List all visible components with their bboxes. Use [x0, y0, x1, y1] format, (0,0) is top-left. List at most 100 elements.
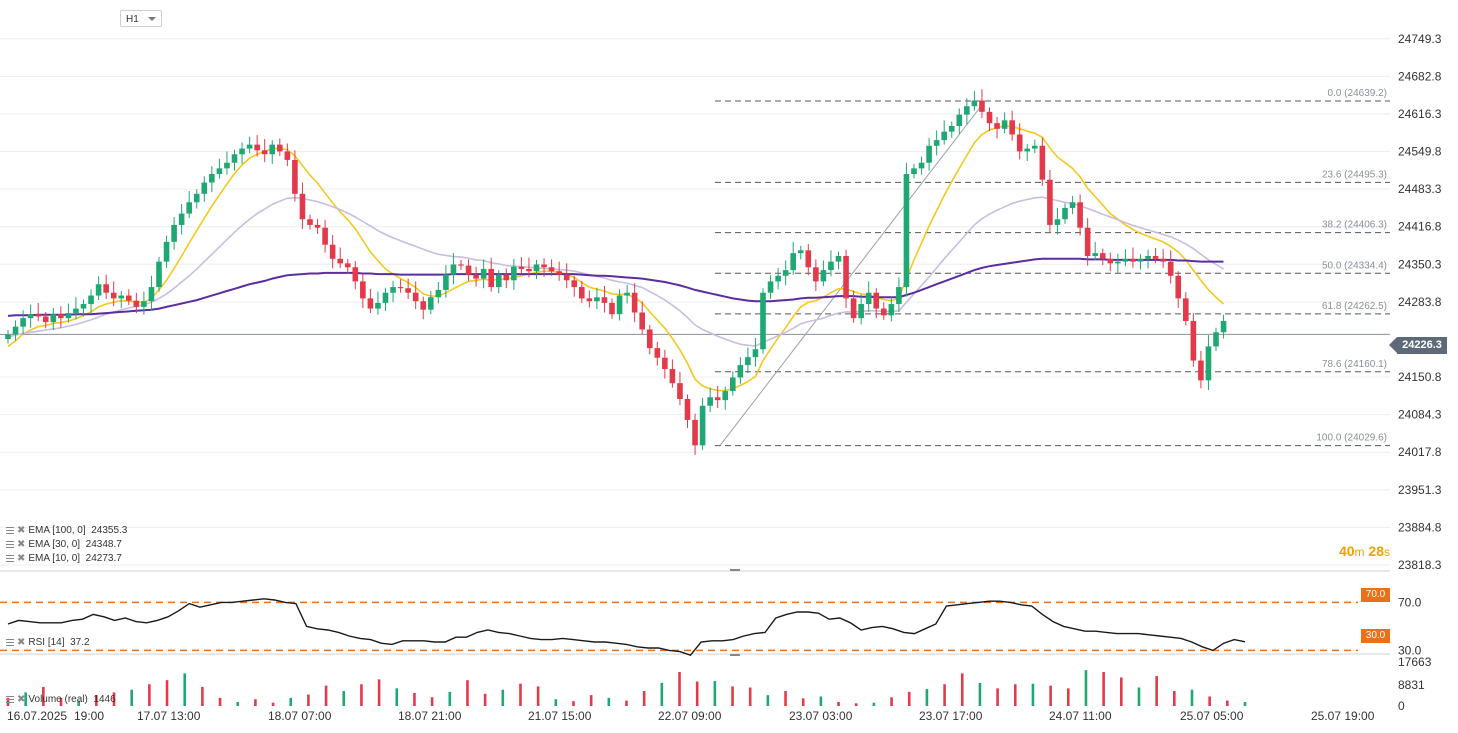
volume-bar: [413, 692, 416, 706]
candle: [948, 121, 955, 138]
volume-bar: [943, 684, 946, 706]
volume-bar: [589, 695, 593, 706]
rsi-line: [7, 598, 1246, 657]
volume-bar: [430, 697, 434, 706]
volume-bar: [837, 701, 840, 706]
candle: [828, 250, 834, 277]
candle: [299, 182, 306, 229]
legend-ema10[interactable]: ✖ EMA [10, 0] 24273.7: [6, 553, 122, 564]
close-icon[interactable]: ✖: [17, 694, 26, 705]
volume-bar: [1102, 672, 1105, 706]
candle: [382, 288, 389, 311]
candle: [646, 324, 653, 355]
volume-bar: [625, 700, 628, 706]
timeframe-select[interactable]: H1: [120, 10, 162, 27]
candle: [835, 251, 842, 270]
candle: [571, 275, 578, 297]
volume-bar: [254, 699, 257, 706]
candle: [118, 291, 125, 308]
settings-icon[interactable]: [6, 695, 14, 703]
close-icon[interactable]: ✖: [17, 525, 26, 536]
candle: [624, 284, 630, 304]
volume-bar: [642, 691, 646, 706]
time-tick-label: 25.07 05:00: [1180, 709, 1244, 723]
candle: [865, 281, 872, 312]
panel-resize-handle[interactable]: [730, 569, 740, 571]
volume-bar: [342, 691, 346, 706]
ema30-value: 24348.7: [85, 539, 122, 550]
time-tick-label: 16.07.2025: [7, 709, 67, 723]
candle: [843, 249, 849, 308]
volume-bar: [236, 701, 240, 706]
candle: [609, 298, 615, 319]
volume-bar: [996, 688, 999, 706]
time-tick-label: 23.07 03:00: [789, 709, 853, 723]
candle: [261, 138, 268, 163]
volume-bar: [448, 691, 452, 706]
candle: [1152, 248, 1159, 264]
candle: [201, 176, 208, 202]
candle: [156, 257, 162, 292]
legend-ema30[interactable]: ✖ EMA [30, 0] 24348.7: [6, 539, 122, 550]
candle: [533, 259, 540, 280]
candle: [450, 253, 457, 285]
time-tick-label: 23.07 17:00: [919, 709, 983, 723]
volume-bar: [731, 686, 734, 706]
volume-bar: [95, 695, 98, 706]
candlesticks: [5, 89, 1227, 455]
candle: [495, 270, 502, 294]
legend-rsi[interactable]: ✖ RSI [14] 37.2: [6, 637, 90, 648]
rsi-axis-label: 70.0: [1398, 595, 1422, 609]
volume-bar: [1226, 700, 1229, 706]
candle: [654, 341, 661, 366]
ema100-value: 24355.3: [91, 525, 128, 536]
candle: [5, 330, 11, 344]
candle: [745, 347, 751, 373]
candle: [896, 277, 902, 312]
candle: [1198, 350, 1204, 389]
legend-volume[interactable]: ✖ Volume (real) 1446: [6, 694, 116, 705]
close-icon[interactable]: ✖: [17, 553, 26, 564]
candle: [1205, 335, 1212, 390]
time-tick-label: 18.07 07:00: [268, 709, 332, 723]
countdown-seconds: 28: [1368, 543, 1384, 559]
volume-bar: [1120, 677, 1123, 706]
candle: [465, 259, 472, 281]
volume-bar: [1031, 683, 1035, 706]
price-tick-label: 23951.3: [1398, 483, 1442, 497]
volume-bar: [1190, 689, 1194, 706]
candle: [881, 302, 887, 320]
candle: [352, 261, 359, 290]
close-icon[interactable]: ✖: [17, 539, 26, 550]
fib-level-label: 0.0 (24639.2): [1328, 88, 1388, 99]
settings-icon[interactable]: [6, 554, 14, 562]
close-icon[interactable]: ✖: [17, 637, 26, 648]
settings-icon[interactable]: [6, 526, 14, 534]
rsi-label: RSI [14]: [28, 637, 65, 648]
candle: [760, 288, 766, 354]
candle: [148, 275, 155, 311]
volume-bar: [854, 703, 858, 706]
candle: [254, 135, 260, 157]
volume-bar: [1049, 685, 1052, 706]
candle: [1137, 254, 1144, 270]
price-tick-label: 23884.8: [1398, 520, 1442, 534]
ema30-line: [7, 196, 1224, 347]
candle: [269, 140, 276, 164]
candle: [926, 137, 932, 171]
candle: [511, 258, 517, 290]
settings-icon[interactable]: [6, 638, 14, 646]
time-tick-label: 25.07 19:00: [1311, 709, 1375, 723]
moving-averages: [7, 125, 1225, 392]
panel-resize-handle[interactable]: [730, 654, 740, 656]
candle: [1167, 250, 1174, 284]
candle: [601, 285, 608, 313]
candle: [858, 294, 864, 325]
volume-bar: [130, 689, 133, 706]
volume-bar: [324, 685, 328, 706]
legend-ema100[interactable]: ✖ EMA [100, 0] 24355.3: [6, 525, 127, 536]
volume-bar: [148, 684, 151, 706]
settings-icon[interactable]: [6, 540, 14, 548]
candle: [918, 156, 925, 175]
